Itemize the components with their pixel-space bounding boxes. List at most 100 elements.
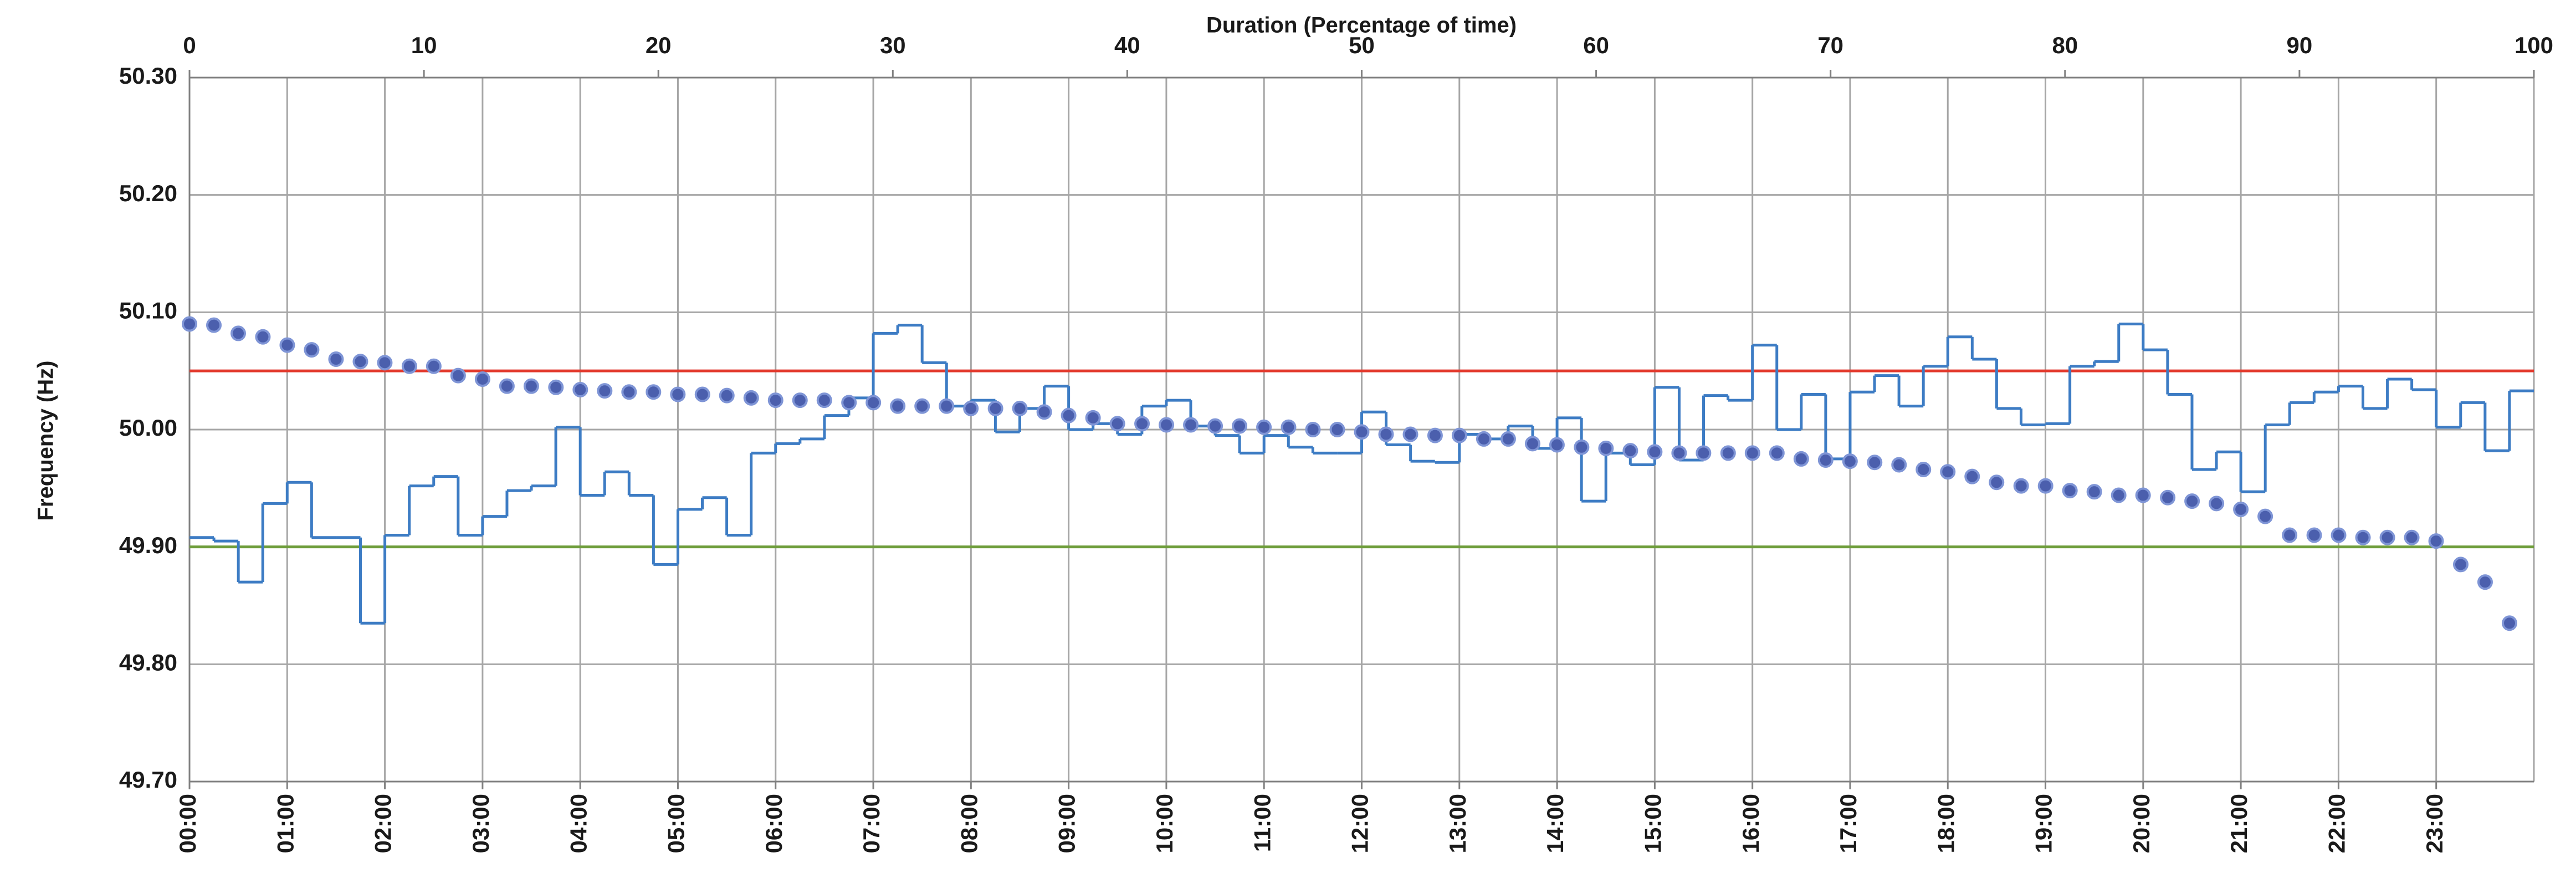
duration-point bbox=[1061, 407, 1077, 423]
x2-tick-label: 50 bbox=[1349, 32, 1375, 58]
x2-tick-label: 10 bbox=[411, 32, 437, 58]
duration-point bbox=[816, 392, 832, 409]
duration-point bbox=[646, 384, 662, 400]
y-tick-label: 49.90 bbox=[119, 532, 177, 558]
duration-point bbox=[1549, 437, 1565, 453]
duration-point bbox=[377, 355, 393, 371]
duration-point bbox=[401, 358, 417, 374]
x-tick-label: 20:00 bbox=[2128, 794, 2154, 853]
duration-point bbox=[548, 379, 564, 395]
x-tick-label: 11:00 bbox=[1249, 794, 1275, 852]
duration-point bbox=[2501, 615, 2517, 631]
x-tick-label: 09:00 bbox=[1054, 794, 1080, 853]
x-tick-label: 15:00 bbox=[1640, 794, 1666, 853]
duration-point bbox=[572, 382, 588, 398]
x-tick-label: 22:00 bbox=[2324, 794, 2350, 853]
x-tick-label: 03:00 bbox=[468, 794, 494, 853]
duration-point bbox=[1891, 457, 1907, 473]
y-tick-label: 50.00 bbox=[119, 415, 177, 441]
duration-point bbox=[2257, 508, 2273, 524]
duration-point bbox=[1989, 474, 2005, 491]
duration-point bbox=[1867, 455, 1883, 471]
x-tick-label: 04:00 bbox=[565, 794, 591, 853]
duration-point bbox=[621, 384, 637, 400]
duration-point bbox=[2160, 489, 2176, 506]
x2-tick-label: 40 bbox=[1114, 32, 1140, 58]
duration-point bbox=[1842, 453, 1858, 469]
duration-point bbox=[2379, 529, 2395, 545]
duration-point bbox=[2282, 527, 2298, 543]
duration-point bbox=[1696, 445, 1712, 461]
y-tick-label: 49.80 bbox=[119, 649, 177, 675]
duration-point bbox=[1940, 464, 1956, 480]
duration-point bbox=[1232, 418, 1248, 434]
duration-point bbox=[866, 395, 882, 411]
duration-point bbox=[2135, 487, 2151, 503]
x-tick-label: 16:00 bbox=[1738, 794, 1764, 853]
duration-point bbox=[1817, 452, 1834, 468]
y-tick-label: 50.10 bbox=[119, 297, 177, 323]
duration-point bbox=[1916, 461, 1932, 477]
duration-point bbox=[2062, 483, 2078, 499]
duration-point bbox=[1207, 418, 1223, 434]
x-tick-label: 18:00 bbox=[1933, 794, 1959, 853]
y-axis-title: Frequency (Hz) bbox=[34, 361, 58, 521]
x2-tick-label: 60 bbox=[1583, 32, 1609, 58]
duration-point bbox=[1671, 445, 1687, 461]
x2-tick-label: 80 bbox=[2052, 32, 2078, 58]
duration-point bbox=[670, 386, 686, 402]
duration-point bbox=[2477, 574, 2493, 590]
duration-point bbox=[792, 392, 808, 409]
x2-tick-label: 100 bbox=[2514, 32, 2553, 58]
duration-point bbox=[694, 386, 710, 402]
duration-point bbox=[987, 400, 1003, 416]
duration-point bbox=[279, 337, 295, 353]
x-tick-label: 07:00 bbox=[858, 794, 884, 853]
duration-point bbox=[1744, 445, 1760, 461]
duration-point bbox=[450, 368, 466, 384]
duration-point bbox=[499, 378, 515, 394]
duration-point bbox=[767, 392, 783, 409]
duration-point bbox=[206, 317, 222, 333]
x-tick-label: 00:00 bbox=[175, 794, 201, 853]
x2-axis-title: Duration (Percentage of time) bbox=[1206, 13, 1517, 38]
x-tick-label: 23:00 bbox=[2421, 794, 2447, 853]
x-tick-label: 02:00 bbox=[370, 794, 396, 853]
duration-point bbox=[841, 395, 857, 411]
duration-point bbox=[1598, 440, 1614, 456]
duration-point bbox=[1134, 416, 1150, 432]
y-tick-label: 49.70 bbox=[119, 767, 177, 793]
duration-point bbox=[1256, 419, 1272, 435]
duration-point bbox=[1183, 417, 1199, 433]
duration-point bbox=[1305, 422, 1321, 437]
duration-point bbox=[2428, 533, 2444, 549]
duration-point bbox=[1354, 424, 1370, 440]
duration-point bbox=[1524, 436, 1540, 452]
duration-point bbox=[1793, 451, 1809, 467]
y-tick-label: 50.20 bbox=[119, 180, 177, 206]
duration-point bbox=[2355, 529, 2371, 545]
duration-point bbox=[1964, 468, 1980, 484]
duration-point bbox=[1085, 410, 1101, 426]
duration-point bbox=[914, 398, 930, 414]
duration-point bbox=[1476, 431, 1492, 447]
duration-point bbox=[255, 329, 271, 345]
duration-point bbox=[474, 371, 490, 387]
x2-tick-label: 0 bbox=[183, 32, 196, 58]
duration-point bbox=[2331, 527, 2347, 543]
duration-point bbox=[2184, 493, 2200, 509]
duration-point bbox=[1720, 445, 1736, 461]
duration-point bbox=[2111, 487, 2127, 503]
duration-point bbox=[939, 398, 955, 414]
x-tick-label: 10:00 bbox=[1151, 794, 1177, 853]
duration-point bbox=[1109, 416, 1125, 432]
duration-point bbox=[426, 358, 442, 374]
duration-point bbox=[890, 398, 906, 414]
duration-point bbox=[2233, 501, 2249, 517]
duration-point bbox=[304, 342, 320, 358]
duration-point bbox=[743, 390, 759, 406]
duration-point bbox=[963, 400, 979, 416]
duration-point bbox=[1574, 439, 1590, 455]
